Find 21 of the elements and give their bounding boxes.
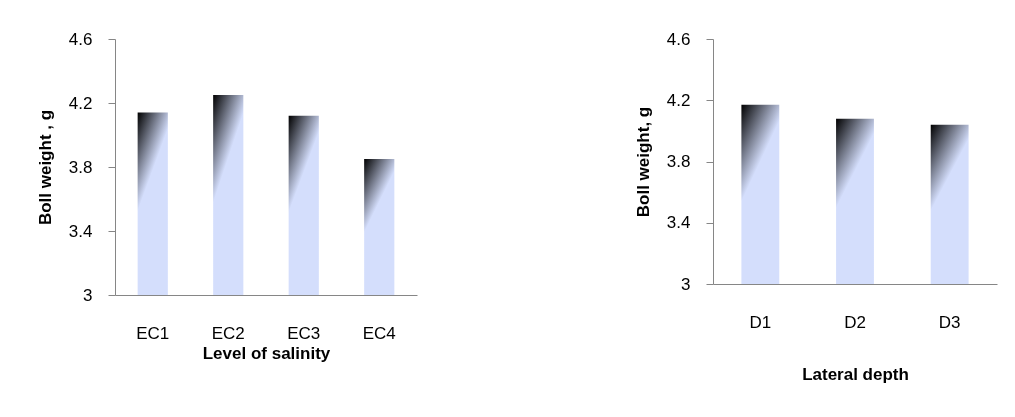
x-tick-label: D1 (749, 312, 772, 332)
y-tick-label: 3 (681, 274, 691, 294)
x-tick-label: EC2 (211, 323, 245, 343)
x-axis-title: Lateral depth (802, 364, 909, 384)
x-tick-label: EC3 (287, 323, 321, 343)
y-tick-label: 3.4 (666, 213, 691, 233)
x-tick-label: EC4 (362, 323, 396, 343)
x-tick-label: D3 (938, 312, 961, 332)
y-tick-label: 4.2 (68, 93, 93, 113)
y-tick-label: 4.2 (666, 90, 691, 110)
x-tick-label: EC1 (136, 323, 170, 343)
x-axis-title: Level of salinity (202, 343, 331, 363)
y-axis-title: Boll weight , g (35, 109, 55, 226)
x-tick-label: D2 (844, 312, 866, 332)
y-tick-label: 3.8 (68, 157, 93, 177)
y-tick-label: 3.4 (68, 221, 93, 241)
y-tick-label: 3.8 (666, 152, 691, 171)
y-tick-label: 3 (83, 285, 93, 305)
y-axis-title: Boll weight, g (633, 106, 653, 218)
y-tick-label: 4.6 (666, 29, 691, 49)
y-tick-label: 4.6 (68, 29, 93, 49)
